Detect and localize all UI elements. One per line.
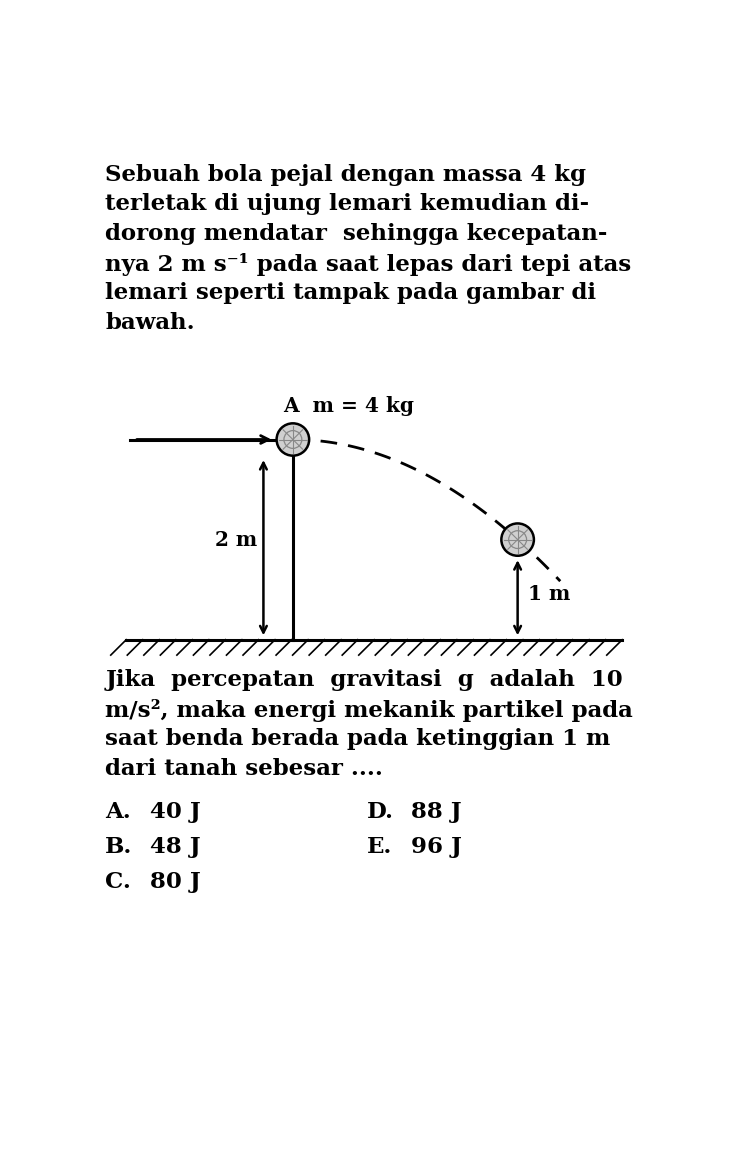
Text: C.: C. (105, 871, 131, 893)
Text: A.: A. (105, 802, 131, 824)
Text: 80 J: 80 J (150, 871, 200, 893)
Text: Jika  percepatan  gravitasi  g  adalah  10: Jika percepatan gravitasi g adalah 10 (105, 669, 623, 691)
Text: saat benda berada pada ketinggian 1 m: saat benda berada pada ketinggian 1 m (105, 728, 610, 751)
Circle shape (501, 523, 534, 556)
Text: A  m = 4 kg: A m = 4 kg (284, 396, 414, 415)
Text: 2 m: 2 m (215, 530, 257, 550)
Text: lemari seperti tampak pada gambar di: lemari seperti tampak pada gambar di (105, 282, 596, 304)
Text: 88 J: 88 J (411, 802, 461, 824)
Text: 48 J: 48 J (150, 836, 200, 858)
Circle shape (276, 423, 309, 456)
Text: dorong mendatar  sehingga kecepatan-: dorong mendatar sehingga kecepatan- (105, 223, 607, 245)
Text: nya 2 m s⁻¹ pada saat lepas dari tepi atas: nya 2 m s⁻¹ pada saat lepas dari tepi at… (105, 253, 632, 276)
Text: B.: B. (105, 836, 133, 858)
Text: 1 m: 1 m (529, 583, 571, 603)
Text: D.: D. (366, 802, 393, 824)
Text: terletak di ujung lemari kemudian di-: terletak di ujung lemari kemudian di- (105, 194, 589, 216)
Text: dari tanah sebesar ....: dari tanah sebesar .... (105, 757, 383, 780)
Text: E.: E. (366, 836, 392, 858)
Text: m/s², maka energi mekanik partikel pada: m/s², maka energi mekanik partikel pada (105, 698, 633, 722)
Text: bawah.: bawah. (105, 312, 195, 334)
Text: 40 J: 40 J (150, 802, 200, 824)
Text: Sebuah bola pejal dengan massa 4 kg: Sebuah bola pejal dengan massa 4 kg (105, 164, 586, 186)
Text: 96 J: 96 J (411, 836, 461, 858)
